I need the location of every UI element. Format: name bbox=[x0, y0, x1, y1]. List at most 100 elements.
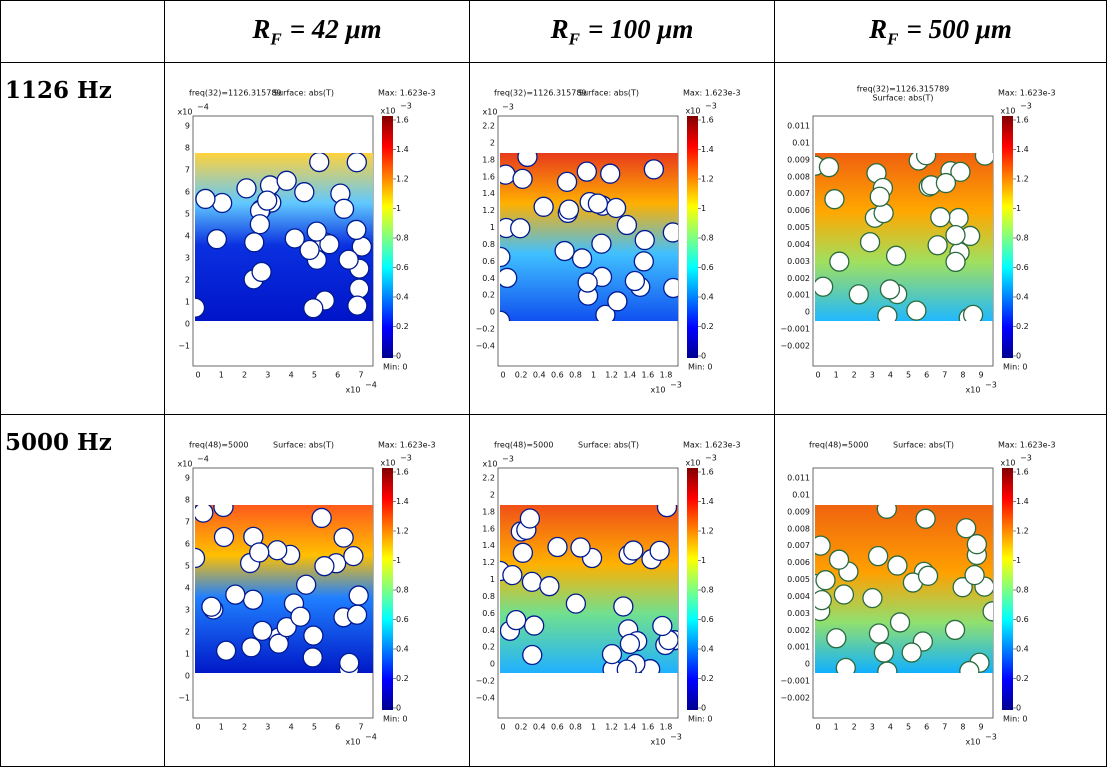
plot-cell: freq(32)=1126.315789 Surface: abs(T) Max: … bbox=[774, 62, 1107, 415]
x-tick-label: 6 bbox=[335, 371, 340, 380]
colorbar-exponent-base: x10 bbox=[686, 107, 701, 116]
fiber bbox=[319, 234, 340, 255]
y-tick-label: 0.007 bbox=[787, 189, 810, 198]
colorbar-exponent-base: x10 bbox=[1001, 459, 1016, 468]
fiber bbox=[512, 542, 534, 563]
y-tick-label: 0.004 bbox=[787, 592, 810, 601]
x-tick-label: 0 bbox=[195, 371, 200, 380]
y-tick-label: 1.4 bbox=[482, 541, 495, 550]
fiber bbox=[212, 192, 233, 214]
y-tick-label: 0.004 bbox=[787, 240, 810, 249]
fiber bbox=[901, 642, 922, 663]
x-exponent: −4 bbox=[365, 733, 377, 742]
y-tick-label: 6 bbox=[185, 540, 190, 549]
fiber bbox=[815, 570, 836, 591]
colorbar-tick-label: 0 bbox=[701, 704, 706, 713]
fiber bbox=[613, 596, 634, 617]
plot-subtitle: Surface: abs(T) bbox=[578, 441, 639, 450]
colorbar-tick-label: 1 bbox=[701, 556, 706, 565]
y-tick-label: 4 bbox=[185, 584, 190, 593]
fiber bbox=[826, 628, 847, 649]
plot: freq(48)=5000 Surface: abs(T) Max: 1.623e-… bbox=[780, 441, 1056, 747]
plot-title: freq(32)=1126.315789 bbox=[189, 89, 282, 98]
max-label: Max: 1.623e-3 bbox=[998, 441, 1056, 450]
fiber bbox=[539, 576, 560, 597]
fiber bbox=[848, 284, 869, 305]
colorbar bbox=[687, 116, 698, 358]
fiber bbox=[818, 157, 840, 178]
fiber bbox=[815, 535, 831, 556]
fiber bbox=[296, 574, 317, 595]
y-tick-label: 0 bbox=[185, 672, 190, 681]
x-tick-label: 8 bbox=[960, 723, 965, 732]
x-tick-label: 3 bbox=[265, 723, 270, 732]
fiber bbox=[815, 589, 832, 611]
x-tick-label: 0.8 bbox=[569, 371, 582, 380]
x-tick-label: 7 bbox=[358, 723, 363, 732]
column-header: RF = 100 μm bbox=[469, 0, 775, 63]
x-tick-label: 1 bbox=[834, 723, 839, 732]
data-row: 5000 Hz freq(48)=5000 Surface: abs(T) Max:… bbox=[0, 414, 1107, 767]
y-tick-label: 1 bbox=[490, 223, 495, 232]
y-tick-label: −0.4 bbox=[476, 342, 495, 351]
y-tick-label: 0.6 bbox=[482, 609, 495, 618]
x-exponent: −3 bbox=[985, 381, 997, 390]
fiber bbox=[500, 310, 511, 321]
y-tick-label: 0.008 bbox=[787, 524, 810, 533]
fiber bbox=[302, 647, 323, 668]
fiber bbox=[974, 153, 993, 166]
colorbar-tick-label: 1.4 bbox=[396, 497, 409, 506]
header-value: = 100 μm bbox=[587, 13, 694, 44]
max-label: Max: 1.623e-3 bbox=[378, 441, 436, 450]
fiber bbox=[346, 219, 367, 241]
colorbar-tick-label: 0.2 bbox=[396, 674, 409, 683]
colorbar-tick-label: 0.6 bbox=[396, 615, 409, 624]
max-label: Max: 1.623e-3 bbox=[683, 441, 741, 450]
min-label: Min: 0 bbox=[1003, 715, 1028, 724]
y-exponent: −3 bbox=[502, 455, 514, 464]
y-exponent: −4 bbox=[197, 103, 209, 112]
y-tick-label: 0.01 bbox=[792, 490, 810, 499]
y-tick-label: 2 bbox=[185, 628, 190, 637]
plot-title: freq(32)=1126.315789 bbox=[494, 89, 587, 98]
y-tick-label: 0.009 bbox=[787, 155, 810, 164]
fiber bbox=[624, 270, 646, 292]
fiber bbox=[348, 585, 369, 606]
max-label: Max: 1.623e-3 bbox=[998, 89, 1056, 98]
fiber bbox=[251, 261, 272, 283]
x-tick-label: 0.6 bbox=[551, 723, 564, 732]
x-tick-label: 5 bbox=[906, 371, 911, 380]
fiber bbox=[815, 276, 834, 297]
row-label: 5000 Hz bbox=[0, 414, 165, 767]
symbol: R bbox=[869, 13, 888, 44]
fiber bbox=[656, 505, 678, 518]
x-tick-label: 1.8 bbox=[660, 723, 673, 732]
y-tick-label: 2 bbox=[490, 138, 495, 147]
y-tick-label: 2 bbox=[185, 276, 190, 285]
fiber bbox=[833, 584, 855, 605]
colorbar-tick-label: 1.4 bbox=[701, 145, 714, 154]
fiber bbox=[195, 505, 214, 523]
colorbar-tick-label: 0.8 bbox=[396, 234, 409, 243]
x-tick-label: 4 bbox=[289, 371, 294, 380]
x-tick-label: 1 bbox=[834, 371, 839, 380]
x-tick-label: 9 bbox=[978, 371, 983, 380]
fiber bbox=[634, 229, 655, 251]
x-exponent: −3 bbox=[670, 733, 682, 742]
colorbar-tick-label: 0.4 bbox=[701, 645, 714, 654]
colorbar-tick-label: 1.2 bbox=[396, 527, 409, 536]
colorbar-tick-label: 0.8 bbox=[701, 234, 714, 243]
y-exponent: −4 bbox=[197, 455, 209, 464]
fiber bbox=[828, 549, 850, 570]
y-tick-label: 1.6 bbox=[482, 524, 495, 533]
fiber bbox=[600, 163, 621, 184]
y-tick-label: 0.011 bbox=[787, 122, 810, 131]
max-label: Max: 1.623e-3 bbox=[683, 89, 741, 98]
symbol: R bbox=[252, 13, 271, 44]
x-tick-label: 2 bbox=[242, 723, 247, 732]
y-tick-label: −0.2 bbox=[476, 325, 495, 334]
x-tick-label: 1 bbox=[219, 371, 224, 380]
